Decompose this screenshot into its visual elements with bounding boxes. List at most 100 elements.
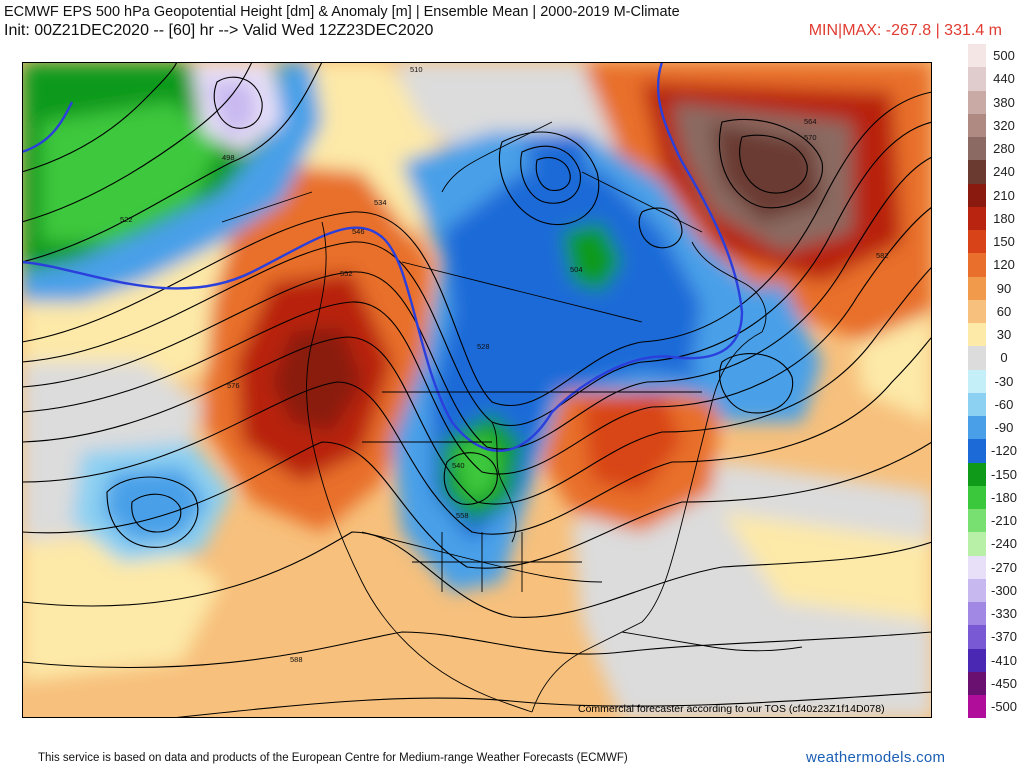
colorbar-swatch — [968, 392, 986, 416]
colorbar-row: -60 — [968, 392, 1020, 416]
colorbar-label: -120 — [990, 443, 1018, 459]
colorbar-row: -330 — [968, 602, 1020, 626]
colorbar-label: 90 — [996, 280, 1012, 296]
colorbar-swatch — [968, 299, 986, 323]
colorbar-row: 440 — [968, 67, 1020, 91]
contour-label: 588 — [290, 655, 303, 664]
colorbar-swatch — [968, 67, 986, 91]
colorbar-row: 500 — [968, 44, 1020, 68]
colorbar-label: -410 — [990, 652, 1018, 668]
tos-credit: Commercial forecaster according to our T… — [578, 703, 885, 715]
height-contours — [22, 62, 932, 718]
min-max-readout: MIN|MAX: -267.8 | 331.4 m — [808, 22, 1002, 39]
colorbar-row: -450 — [968, 671, 1020, 695]
colorbar-row: -410 — [968, 648, 1020, 672]
colorbar-swatch — [968, 137, 986, 161]
colorbar-label: 500 — [993, 48, 1015, 63]
colorbar-row: -210 — [968, 509, 1020, 533]
colorbar-swatch — [968, 555, 986, 579]
colorbar-swatch — [968, 648, 986, 672]
colorbar-row: -270 — [968, 555, 1020, 579]
colorbar-swatch — [968, 183, 986, 207]
colorbar-label: -300 — [990, 582, 1018, 598]
init-valid-line: Init: 00Z21DEC2020 -- [60] hr --> Valid … — [4, 22, 434, 39]
colorbar-row: 150 — [968, 230, 1020, 254]
colorbar-label: -90 — [994, 420, 1014, 435]
colorbar-row: 380 — [968, 90, 1020, 114]
colorbar-row: 0 — [968, 346, 1020, 370]
map-frame — [22, 62, 932, 718]
contour-label: 570 — [804, 133, 817, 142]
contour-label: 564 — [804, 117, 817, 126]
colorbar-label: 150 — [993, 234, 1015, 249]
contour-label: 576 — [227, 381, 240, 390]
colorbar-row: -240 — [968, 532, 1020, 556]
colorbar-row: -120 — [968, 439, 1020, 463]
colorbar-label: 30 — [996, 327, 1012, 342]
contour-label: 522 — [120, 215, 133, 224]
colorbar-label: -180 — [990, 489, 1018, 505]
colorbar-swatch — [968, 695, 986, 719]
colorbar-swatch — [968, 462, 986, 486]
colorbar-row: -370 — [968, 625, 1020, 649]
colorbar-swatch — [968, 323, 986, 347]
colorbar-label: -150 — [990, 466, 1018, 482]
colorbar-label: -270 — [990, 559, 1018, 575]
colorbar-row: -300 — [968, 578, 1020, 602]
contour-label: 504 — [570, 265, 583, 274]
contour-label: 552 — [340, 269, 353, 278]
forecast-map: 510 522 534 546 552 564 570 576 582 588 … — [22, 62, 932, 718]
contour-label: 528 — [477, 342, 490, 351]
contour-labels: 510 522 534 546 552 564 570 576 582 588 … — [120, 65, 889, 664]
colorbar-row: 90 — [968, 276, 1020, 300]
colorbar-label: -30 — [994, 373, 1014, 389]
colorbar-swatch — [968, 439, 986, 463]
colorbar-swatch — [968, 671, 986, 695]
colorbar-label: 60 — [996, 303, 1012, 319]
colorbar-swatch — [968, 602, 986, 626]
colorbar-row: 280 — [968, 137, 1020, 161]
contour-label: 534 — [374, 198, 387, 207]
colorbar-row: -180 — [968, 485, 1020, 509]
colorbar-row: 180 — [968, 206, 1020, 230]
colorbar-swatch — [968, 276, 986, 300]
colorbar-row: 240 — [968, 160, 1020, 184]
colorbar-label: -240 — [990, 536, 1018, 552]
contour-label: 498 — [222, 153, 235, 162]
colorbar-label: 440 — [993, 71, 1015, 87]
site-link[interactable]: weathermodels.com — [806, 749, 946, 766]
colorbar-swatch — [968, 369, 986, 393]
colorbar-swatch — [968, 532, 986, 556]
contour-label: 510 — [410, 65, 423, 74]
colorbar-label: 180 — [993, 210, 1015, 226]
colorbar-row: -150 — [968, 462, 1020, 486]
colorbar-row: -30 — [968, 369, 1020, 393]
colorbar-row: 210 — [968, 183, 1020, 207]
colorbar-label: 280 — [993, 141, 1015, 156]
colorbar-row: 60 — [968, 299, 1020, 323]
colorbar-row: 120 — [968, 253, 1020, 277]
colorbar-label: 240 — [993, 164, 1015, 180]
colorbar-swatch — [968, 160, 986, 184]
colorbar-swatch — [968, 44, 986, 68]
footer-disclaimer: This service is based on data and produc… — [38, 752, 628, 764]
colorbar-label: 380 — [993, 94, 1015, 110]
contour-label: 582 — [876, 251, 889, 260]
colorbar-label: 320 — [993, 117, 1015, 133]
contour-label: 540 — [452, 461, 465, 470]
colorbar-swatch — [968, 625, 986, 649]
colorbar-swatch — [968, 230, 986, 254]
contour-label: 546 — [352, 227, 365, 236]
colorbar-label: -330 — [990, 606, 1018, 621]
colorbar-swatch — [968, 578, 986, 602]
colorbar-label: -60 — [994, 396, 1014, 412]
colorbar-row: -90 — [968, 416, 1020, 440]
colorbar-swatch — [968, 416, 986, 440]
contour-label: 558 — [456, 511, 469, 520]
colorbar-label: -500 — [990, 699, 1018, 714]
colorbar-swatch — [968, 90, 986, 114]
colorbar-label: -370 — [990, 629, 1018, 645]
colorbar-swatch — [968, 346, 986, 370]
colorbar-label: 210 — [993, 187, 1015, 203]
colorbar-row: 30 — [968, 323, 1020, 347]
